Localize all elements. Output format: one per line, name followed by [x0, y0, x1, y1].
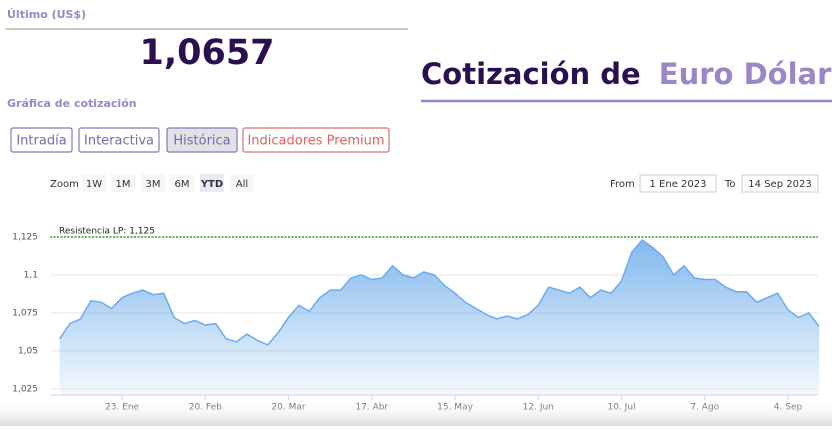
page-title: Cotización de Euro Dólar — [421, 57, 832, 91]
zoom-option[interactable]: All — [230, 174, 254, 192]
line — [58, 238, 820, 346]
title-accent: Euro Dólar — [659, 57, 832, 91]
zoom-option-label[interactable]: 1W — [86, 179, 102, 190]
zoom-option-label[interactable]: 1M — [116, 179, 131, 190]
zoom-option-label[interactable]: All — [236, 179, 248, 190]
bottom-shade — [0, 398, 832, 426]
to-input[interactable] — [741, 174, 819, 193]
zoom-option[interactable]: 1M — [111, 174, 135, 192]
zoom-option-label[interactable]: 6M — [175, 179, 190, 190]
from-label: From — [610, 179, 635, 190]
from-value[interactable]: 1 Ene 2023 — [650, 179, 707, 190]
tab[interactable]: Indicadores Premium — [242, 127, 390, 153]
y-tick-label: 1,05 — [18, 346, 38, 356]
tab-box[interactable] — [10, 127, 73, 153]
tab[interactable]: Histórica — [166, 127, 238, 153]
to-value[interactable]: 14 Sep 2023 — [748, 179, 811, 190]
title-dark: Cotización de — [421, 57, 641, 91]
zoom-button[interactable] — [230, 174, 254, 192]
zoom-button[interactable] — [141, 174, 165, 192]
y-tick-label: 1,125 — [12, 232, 38, 242]
zoom-option[interactable]: 6M — [170, 174, 194, 192]
tab-label[interactable]: Interactiva — [84, 134, 154, 149]
resistance-label: Resistencia LP: 1,125 — [59, 226, 155, 236]
tabs: Intradía Interactiva Histórica Indicadores … — [10, 127, 390, 153]
y-tick-label: 1,1 — [24, 270, 38, 280]
zoom-option[interactable]: 3M — [141, 174, 165, 192]
tab-label[interactable]: Histórica — [173, 134, 230, 149]
tab-label[interactable]: Intradía — [16, 134, 66, 149]
last-label: Último (US$) — [7, 8, 86, 21]
tab-label[interactable]: Indicadores Premium — [247, 134, 384, 149]
tab[interactable]: Interactiva — [78, 127, 160, 153]
zoom-option-label[interactable]: 3M — [146, 179, 161, 190]
tab-box[interactable] — [242, 127, 390, 153]
zoom-option[interactable]: YTD — [200, 174, 224, 192]
tab-box[interactable] — [78, 127, 160, 153]
zoom-button[interactable] — [170, 174, 194, 192]
range-selector: Zoom 1W 1M 3M 6M YTD All From 1 Ene 2023 To 14 Sep… — [50, 174, 819, 193]
section-label: Gráfica de cotización — [7, 97, 137, 110]
y-tick-label: 1,025 — [12, 384, 38, 394]
tab[interactable]: Intradía — [10, 127, 73, 153]
from-input[interactable] — [639, 174, 717, 193]
zoom-button[interactable] — [200, 174, 224, 192]
zoom-button[interactable] — [111, 174, 135, 192]
to-label: To — [724, 179, 736, 190]
last-value: 1,0657 — [139, 33, 274, 73]
tab-box[interactable] — [166, 127, 238, 153]
zoom-label: Zoom — [50, 179, 79, 190]
zoom-option-label[interactable]: YTD — [200, 179, 223, 190]
zoom-option[interactable]: 1W — [82, 174, 106, 192]
area — [59, 240, 820, 395]
zoom-button[interactable] — [82, 174, 106, 192]
y-tick-label: 1,075 — [12, 308, 38, 318]
